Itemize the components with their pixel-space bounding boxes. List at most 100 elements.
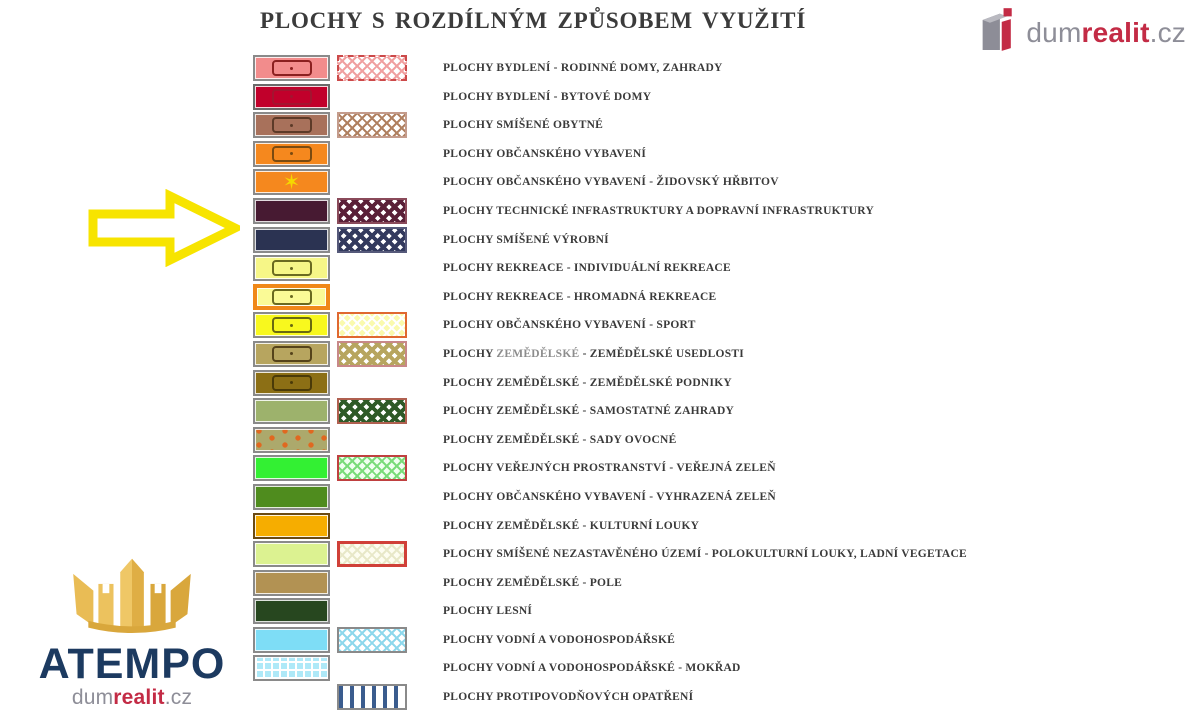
legend-row-label: PLOCHY ZEMĚDĚLSKÉ - POLE	[443, 576, 623, 589]
legend-row: PLOCHY ZEMĚDĚLSKÉ - SAMOSTATNÉ ZAHRADY	[253, 397, 1013, 426]
dumrealit-building-icon	[979, 8, 1019, 57]
legend-swatch-primary	[253, 83, 330, 110]
page-title: PLOCHY S ROZDÍLNÝM ZPŮSOBEM VYUŽITÍ	[260, 8, 807, 33]
area-usage-symbol-icon	[271, 88, 312, 105]
legend-row: PLOCHY VODNÍ A VODOHOSPODÁŘSKÉ - MOKŘAD	[253, 654, 1013, 683]
area-usage-symbol-icon	[271, 260, 312, 277]
legend-row-label: PLOCHY VODNÍ A VODOHOSPODÁŘSKÉ	[443, 633, 676, 646]
legend-row: PLOCHY TECHNICKÉ INFRASTRUKTURY A DOPRAV…	[253, 197, 1013, 226]
legend-row: PLOCHY ZEMĚDĚLSKÉ - ZEMĚDĚLSKÉ PODNIKY	[253, 369, 1013, 398]
legend-swatch-primary	[253, 598, 330, 625]
legend-row: PLOCHY LESNÍ	[253, 597, 1013, 626]
legend-row-label: PLOCHY ZEMĚDĚLSKÉ - SADY OVOCNÉ	[443, 433, 677, 446]
crown-icon	[24, 552, 240, 641]
legend-row-label: PLOCHY OBČANSKÉHO VYBAVENÍ - VYHRAZENÁ Z…	[443, 490, 776, 503]
legend-swatch-primary	[253, 541, 330, 568]
star-of-david-icon	[283, 172, 301, 193]
legend-swatch-primary	[253, 483, 330, 510]
agency-name: ATEMPO	[38, 640, 226, 688]
legend-swatch-secondary	[337, 226, 407, 253]
legend-row: PLOCHY OBČANSKÉHO VYBAVENÍ - VYHRAZENÁ Z…	[253, 483, 1013, 512]
legend-row: PLOCHY REKREACE - HROMADNÁ REKREACE	[253, 283, 1013, 312]
legend-row: PLOCHY VEŘEJNÝCH PROSTRANSTVÍ - VEŘEJNÁ …	[253, 454, 1013, 483]
area-usage-symbol-icon	[271, 60, 312, 76]
atempo-logo: ATEMPO dumrealit.cz	[24, 552, 240, 710]
legend-row-label: PLOCHY SMÍŠENÉ VÝROBNÍ	[443, 233, 609, 246]
legend-row: PLOCHY PROTIPOVODŇOVÝCH OPATŘENÍ	[253, 683, 1013, 712]
legend-row-label: PLOCHY ZEMĚDĚLSKÉ - ZEMĚDĚLSKÉ USEDLOSTI	[443, 347, 744, 360]
legend-swatch-primary	[253, 569, 330, 596]
legend-row: PLOCHY SMÍŠENÉ VÝROBNÍ	[253, 226, 1013, 255]
legend-swatch-primary	[253, 283, 330, 310]
area-usage-symbol-icon	[271, 117, 312, 134]
legend-swatch-primary	[253, 169, 330, 196]
area-usage-symbol-icon	[271, 374, 312, 391]
legend-row: PLOCHY ZEMĚDĚLSKÉ - KULTURNÍ LOUKY	[253, 512, 1013, 541]
area-usage-symbol-icon	[271, 145, 312, 162]
legend-row: PLOCHY SMÍŠENÉ NEZASTAVĚNÉHO ÚZEMÍ - POL…	[253, 540, 1013, 569]
area-usage-symbol-icon	[271, 288, 312, 305]
legend-row: PLOCHY SMÍŠENÉ OBYTNÉ	[253, 111, 1013, 140]
legend-row-label: PLOCHY TECHNICKÉ INFRASTRUKTURY A DOPRAV…	[443, 204, 875, 217]
legend-row-label: PLOCHY PROTIPOVODŇOVÝCH OPATŘENÍ	[443, 691, 694, 704]
legend-row: PLOCHY VODNÍ A VODOHOSPODÁŘSKÉ	[253, 626, 1013, 655]
legend-swatch-primary	[253, 140, 330, 167]
legend-row: PLOCHY OBČANSKÉHO VYBAVENÍ - SPORT	[253, 311, 1013, 340]
legend-swatch-secondary	[337, 312, 407, 339]
legend-swatch-secondary	[337, 541, 407, 568]
area-usage-symbol-icon	[271, 345, 312, 362]
legend-row-label: PLOCHY SMÍŠENÉ NEZASTAVĚNÉHO ÚZEMÍ - POL…	[443, 548, 967, 561]
legend-row-label: PLOCHY OBČANSKÉHO VYBAVENÍ - ŽIDOVSKÝ HŘ…	[443, 176, 779, 189]
legend-row: PLOCHY BYDLENÍ - BYTOVÉ DOMY	[253, 83, 1013, 112]
legend-swatch-primary	[253, 55, 330, 81]
highlight-arrow-icon	[88, 188, 246, 268]
legend-swatch-secondary	[337, 684, 407, 711]
legend-row-label: PLOCHY VEŘEJNÝCH PROSTRANSTVÍ - VEŘEJNÁ …	[443, 462, 776, 475]
legend-row-label: PLOCHY ZEMĚDĚLSKÉ - SAMOSTATNÉ ZAHRADY	[443, 405, 735, 418]
legend-swatch-primary	[253, 655, 330, 682]
legend-swatch-primary	[253, 197, 330, 224]
legend-swatch-primary	[253, 340, 330, 367]
legend-swatch-secondary	[337, 55, 407, 81]
legend-row-label: PLOCHY REKREACE - INDIVIDUÁLNÍ REKREACE	[443, 262, 731, 275]
legend-row-label: PLOCHY REKREACE - HROMADNÁ REKREACE	[443, 290, 717, 303]
land-use-legend: PLOCHY BYDLENÍ - RODINNÉ DOMY, ZAHRADY P…	[253, 54, 1013, 712]
legend-swatch-primary	[253, 255, 330, 282]
legend-swatch-primary	[253, 112, 330, 139]
legend-row-label: PLOCHY BYDLENÍ - BYTOVÉ DOMY	[443, 90, 652, 103]
legend-row-label: PLOCHY OBČANSKÉHO VYBAVENÍ - SPORT	[443, 319, 696, 332]
legend-row-label: PLOCHY BYDLENÍ - RODINNÉ DOMY, ZAHRADY	[443, 62, 723, 74]
legend-row: PLOCHY REKREACE - INDIVIDUÁLNÍ REKREACE	[253, 254, 1013, 283]
legend-swatch-secondary	[337, 455, 407, 482]
legend-row: PLOCHY ZEMĚDĚLSKÉ - SADY OVOCNÉ	[253, 426, 1013, 455]
legend-rows: PLOCHY BYDLENÍ - RODINNÉ DOMY, ZAHRADY P…	[253, 54, 1013, 712]
legend-row: PLOCHY ZEMĚDĚLSKÉ - POLE	[253, 569, 1013, 598]
legend-row: PLOCHY ZEMĚDĚLSKÉ - ZEMĚDĚLSKÉ USEDLOSTI	[253, 340, 1013, 369]
legend-row-label: PLOCHY LESNÍ	[443, 605, 533, 618]
legend-row: PLOCHY OBČANSKÉHO VYBAVENÍ - ŽIDOVSKÝ HŘ…	[253, 168, 1013, 197]
legend-swatch-primary	[253, 455, 330, 482]
legend-row-label: PLOCHY ZEMĚDĚLSKÉ - ZEMĚDĚLSKÉ PODNIKY	[443, 376, 732, 389]
legend-row-label: PLOCHY OBČANSKÉHO VYBAVENÍ	[443, 147, 647, 160]
legend-swatch-secondary	[337, 626, 407, 653]
legend-row-label: PLOCHY ZEMĚDĚLSKÉ - KULTURNÍ LOUKY	[443, 519, 700, 532]
legend-swatch-primary	[253, 512, 330, 539]
legend-swatch-secondary	[337, 197, 407, 224]
legend-row-label: PLOCHY SMÍŠENÉ OBYTNÉ	[443, 119, 604, 132]
legend-row: PLOCHY BYDLENÍ - RODINNÉ DOMY, ZAHRADY	[253, 54, 1013, 83]
legend-row-label: PLOCHY VODNÍ A VODOHOSPODÁŘSKÉ - MOKŘAD	[443, 662, 741, 675]
legend-swatch-secondary	[337, 112, 407, 139]
legend-swatch-secondary	[337, 398, 407, 425]
legend-row: PLOCHY OBČANSKÉHO VYBAVENÍ	[253, 140, 1013, 169]
dumrealit-wordmark-small: dumrealit.cz	[71, 686, 193, 709]
area-usage-symbol-icon	[271, 317, 312, 334]
legend-swatch-primary	[253, 626, 330, 653]
legend-swatch-primary	[253, 398, 330, 425]
dumrealit-logo: dumrealit.cz	[979, 8, 1186, 57]
legend-swatch-primary	[253, 226, 330, 253]
legend-swatch-primary	[253, 312, 330, 339]
legend-swatch-primary	[253, 369, 330, 396]
legend-swatch-primary	[253, 426, 330, 453]
legend-swatch-secondary	[337, 340, 407, 367]
dumrealit-wordmark: dumrealit.cz	[1026, 16, 1186, 48]
